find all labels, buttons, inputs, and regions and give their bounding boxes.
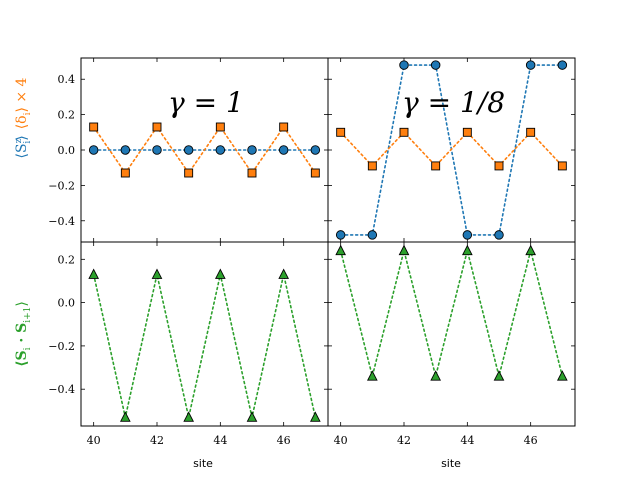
data-point-delta [399,127,409,137]
panel-top-right: γ = 1/8 [328,58,575,242]
data-point-sz [310,145,321,155]
data-point-delta [310,168,320,178]
data-point-ss [88,268,100,279]
data-point-delta [367,161,377,171]
series-line-ss [339,249,564,378]
ytick-label: −0.2 [48,340,75,353]
data-point-ss [398,244,410,256]
data-point-delta [184,168,194,178]
data-point-sz [462,230,473,240]
data-point-delta [279,122,289,132]
xtick-label: 42 [397,434,411,447]
data-point-delta [247,168,257,178]
data-point-ss [556,370,568,381]
ytick-label: −0.4 [48,383,75,396]
data-point-delta [431,161,441,171]
data-point-delta [336,127,346,137]
data-point-ss [335,244,347,256]
gamma-annotation: γ = 1 [168,86,244,119]
ytick-label: 0.2 [58,253,76,266]
series-line-delta [92,125,317,175]
data-point-sz [557,60,568,70]
data-point-sz [430,60,441,70]
xlabel-right: site [441,457,461,470]
gamma-annotation: γ = 1/8 [402,86,505,119]
data-point-delta [215,122,225,132]
data-point-sz [247,145,257,155]
ytick-label: 0.0 [58,144,76,157]
data-point-ss [309,411,321,422]
data-point-ss [183,411,195,422]
data-point-ss [430,370,442,381]
data-point-sz [152,145,162,155]
data-point-delta [462,127,472,137]
data-point-delta [557,161,567,171]
panel-bottom-left: −0.4 −0.2 0.0 0.2 40 42 44 46 [48,242,328,447]
data-point-delta [120,168,130,178]
ytick-label: −0.4 [48,215,75,228]
xtick-label: 46 [524,434,538,447]
data-point-ss [119,411,131,422]
data-point-ss [246,411,258,422]
ytick-label: 0.2 [58,109,76,122]
xtick-label: 46 [277,434,291,447]
data-point-sz [335,230,346,240]
panel-top-left: −0.4 −0.2 0.0 0.2 0.4 γ = 1 [48,58,328,242]
data-point-ss [278,268,290,279]
panel-bottom-right: 40 42 44 46 [328,242,575,447]
ylabel-top: ⟨Szi⟩⟨δi⟩ × 4 [14,77,33,158]
data-point-ss [461,244,473,256]
ytick-label: 0.0 [58,297,76,310]
ytick-label: 0.4 [58,73,76,86]
series-line-ss [92,273,317,419]
data-point-ss [493,370,505,381]
xtick-label: 44 [213,434,227,447]
data-point-sz [367,230,378,240]
data-point-sz [494,230,504,240]
xtick-label: 44 [460,434,474,447]
xtick-label: 40 [87,434,101,447]
data-point-ss [214,268,226,279]
data-point-delta [494,161,504,171]
data-point-sz [183,145,194,155]
series-line-delta [339,131,564,168]
data-point-sz [525,60,536,70]
data-point-sz [399,60,409,70]
ytick-label: −0.2 [48,179,75,192]
data-point-sz [120,145,131,155]
data-point-ss [151,268,163,279]
data-point-delta [152,122,162,132]
panels: −0.4 −0.2 0.0 0.2 0.4 γ = 1 γ = 1/8 −0.4 −0.2 0.0… [48,57,576,447]
data-point-sz [88,145,99,155]
data-point-ss [366,370,378,381]
xtick-label: 40 [334,434,348,447]
xlabel-left: site [193,457,213,470]
data-point-delta [526,127,536,137]
data-point-sz [278,145,289,155]
xtick-label: 42 [150,434,164,447]
data-point-ss [525,244,537,256]
ylabel-bottom: ⟨Si · Si+1⟩ [14,301,33,367]
data-point-sz [215,145,226,155]
data-point-delta [89,122,99,132]
